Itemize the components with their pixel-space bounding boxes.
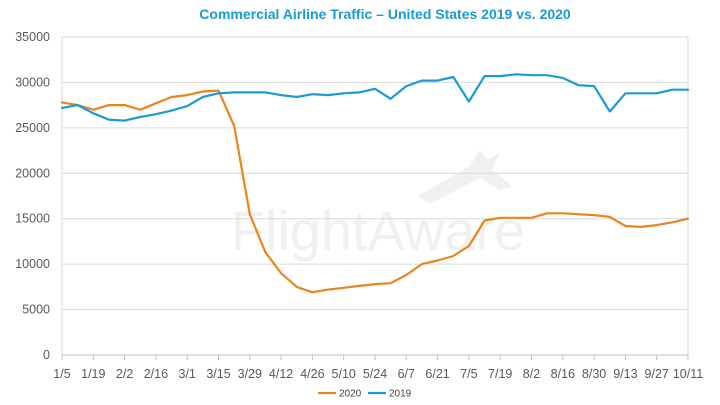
x-tick-label: 6/21 [425,367,449,381]
x-tick-label: 9/13 [613,367,637,381]
x-tick-label: 2/16 [144,367,168,381]
series-line-2020 [60,89,690,294]
x-tick-label: 7/19 [488,367,512,381]
x-tick-label: 3/29 [238,367,262,381]
x-tick-label: 1/19 [81,367,105,381]
x-tick-label: 6/7 [398,367,415,381]
x-tick-label: 1/5 [53,367,70,381]
x-tick-label: 9/27 [645,367,669,381]
y-tick-label: 35000 [15,30,50,44]
x-tick-label: 8/2 [523,367,540,381]
x-tick-label: 2/2 [116,367,133,381]
y-tick-label: 30000 [15,75,50,89]
x-tick-label: 3/15 [206,367,230,381]
watermark-text: FlightAware [231,199,526,262]
y-tick-label: 25000 [15,121,50,135]
x-tick-label: 7/5 [460,367,477,381]
x-tick-label: 5/10 [332,367,356,381]
series-line-2019 [60,73,690,122]
legend-label-2019: 2019 [389,389,412,400]
x-tick-label: 8/16 [551,367,575,381]
y-tick-label: 5000 [22,303,50,317]
x-tick-label: 5/24 [363,367,387,381]
legend-label-2020: 2020 [339,389,362,400]
x-tick-label: 4/12 [269,367,293,381]
x-tick-label: 10/11 [673,367,703,381]
x-tick-label: 4/26 [300,367,324,381]
y-tick-label: 20000 [15,166,50,180]
y-tick-label: 0 [43,348,50,362]
airplane-watermark-icon [418,150,512,204]
x-tick-label: 3/1 [179,367,196,381]
y-tick-label: 10000 [15,257,50,271]
x-tick-label: 8/30 [582,367,606,381]
y-tick-label: 15000 [15,212,50,226]
chart-title: Commercial Airline Traffic – United Stat… [199,6,571,22]
